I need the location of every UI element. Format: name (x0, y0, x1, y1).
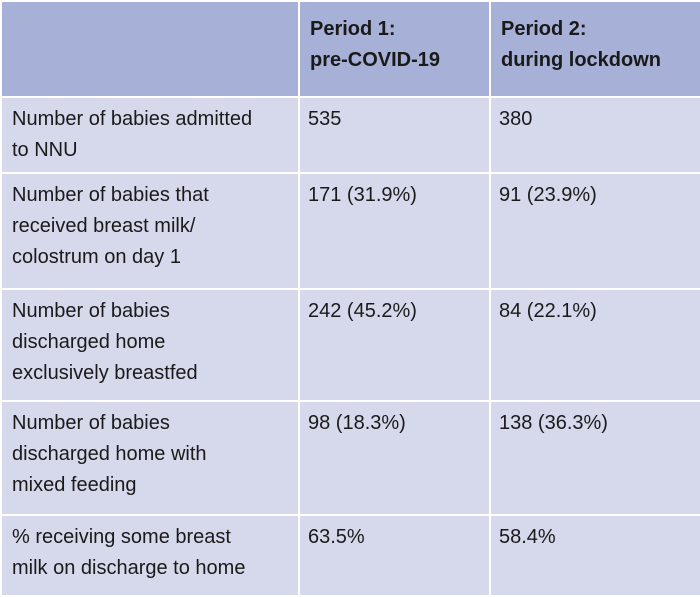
period-2-value: 84 (22.1%) (489, 288, 700, 402)
row-label: Number of babies discharged home exclusi… (0, 288, 300, 402)
header-period-2: Period 2: during lockdown (489, 0, 700, 98)
period-1-value: 98 (18.3%) (298, 400, 491, 516)
row-label: Number of babies admitted to NNU (0, 96, 300, 174)
period-2-value: 91 (23.9%) (489, 172, 700, 290)
period-1-value: 535 (298, 96, 491, 174)
period-1-value: 242 (45.2%) (298, 288, 491, 402)
table-header-row: Period 1: pre-COVID-19 Period 2: during … (0, 0, 700, 98)
header-empty-cell (0, 0, 300, 98)
row-label: Number of babies that received breast mi… (0, 172, 300, 290)
header-period-1: Period 1: pre-COVID-19 (298, 0, 491, 98)
table-row: Number of babies discharged home exclusi… (0, 288, 700, 402)
table-row: % receiving some breast milk on discharg… (0, 514, 700, 597)
period-2-value: 138 (36.3%) (489, 400, 700, 516)
table-row: Number of babies admitted to NNU 535 380 (0, 96, 700, 174)
table-row: Number of babies discharged home with mi… (0, 400, 700, 516)
period-2-value: 58.4% (489, 514, 700, 597)
table-row: Number of babies that received breast mi… (0, 172, 700, 290)
row-label: Number of babies discharged home with mi… (0, 400, 300, 516)
period-1-value: 63.5% (298, 514, 491, 597)
period-1-value: 171 (31.9%) (298, 172, 491, 290)
row-label: % receiving some breast milk on discharg… (0, 514, 300, 597)
period-2-value: 380 (489, 96, 700, 174)
